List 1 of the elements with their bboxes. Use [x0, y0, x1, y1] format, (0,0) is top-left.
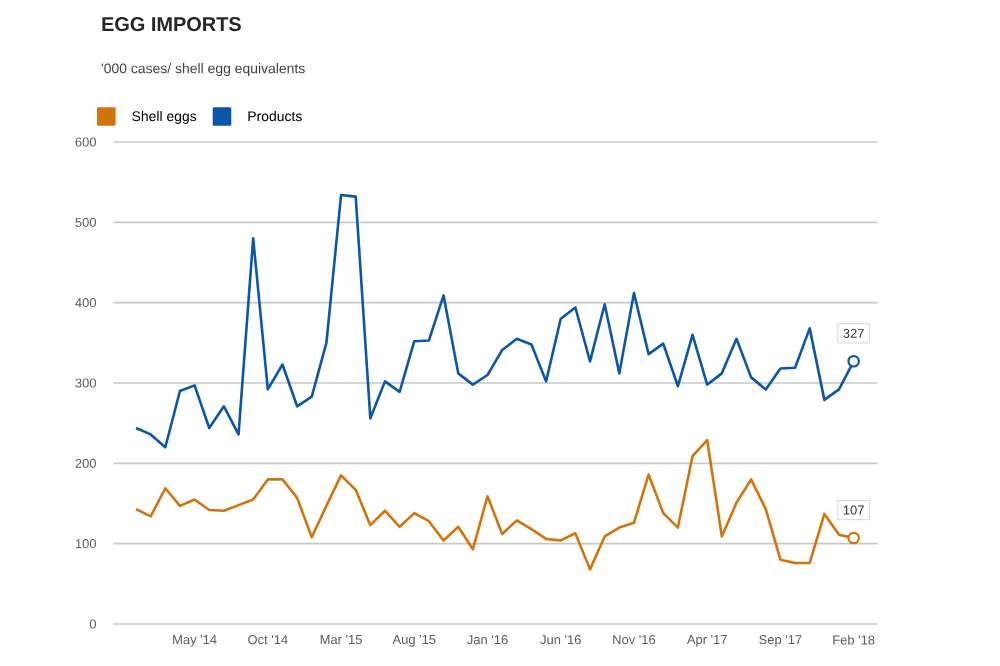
chart-title: EGG IMPORTS — [102, 17, 241, 32]
